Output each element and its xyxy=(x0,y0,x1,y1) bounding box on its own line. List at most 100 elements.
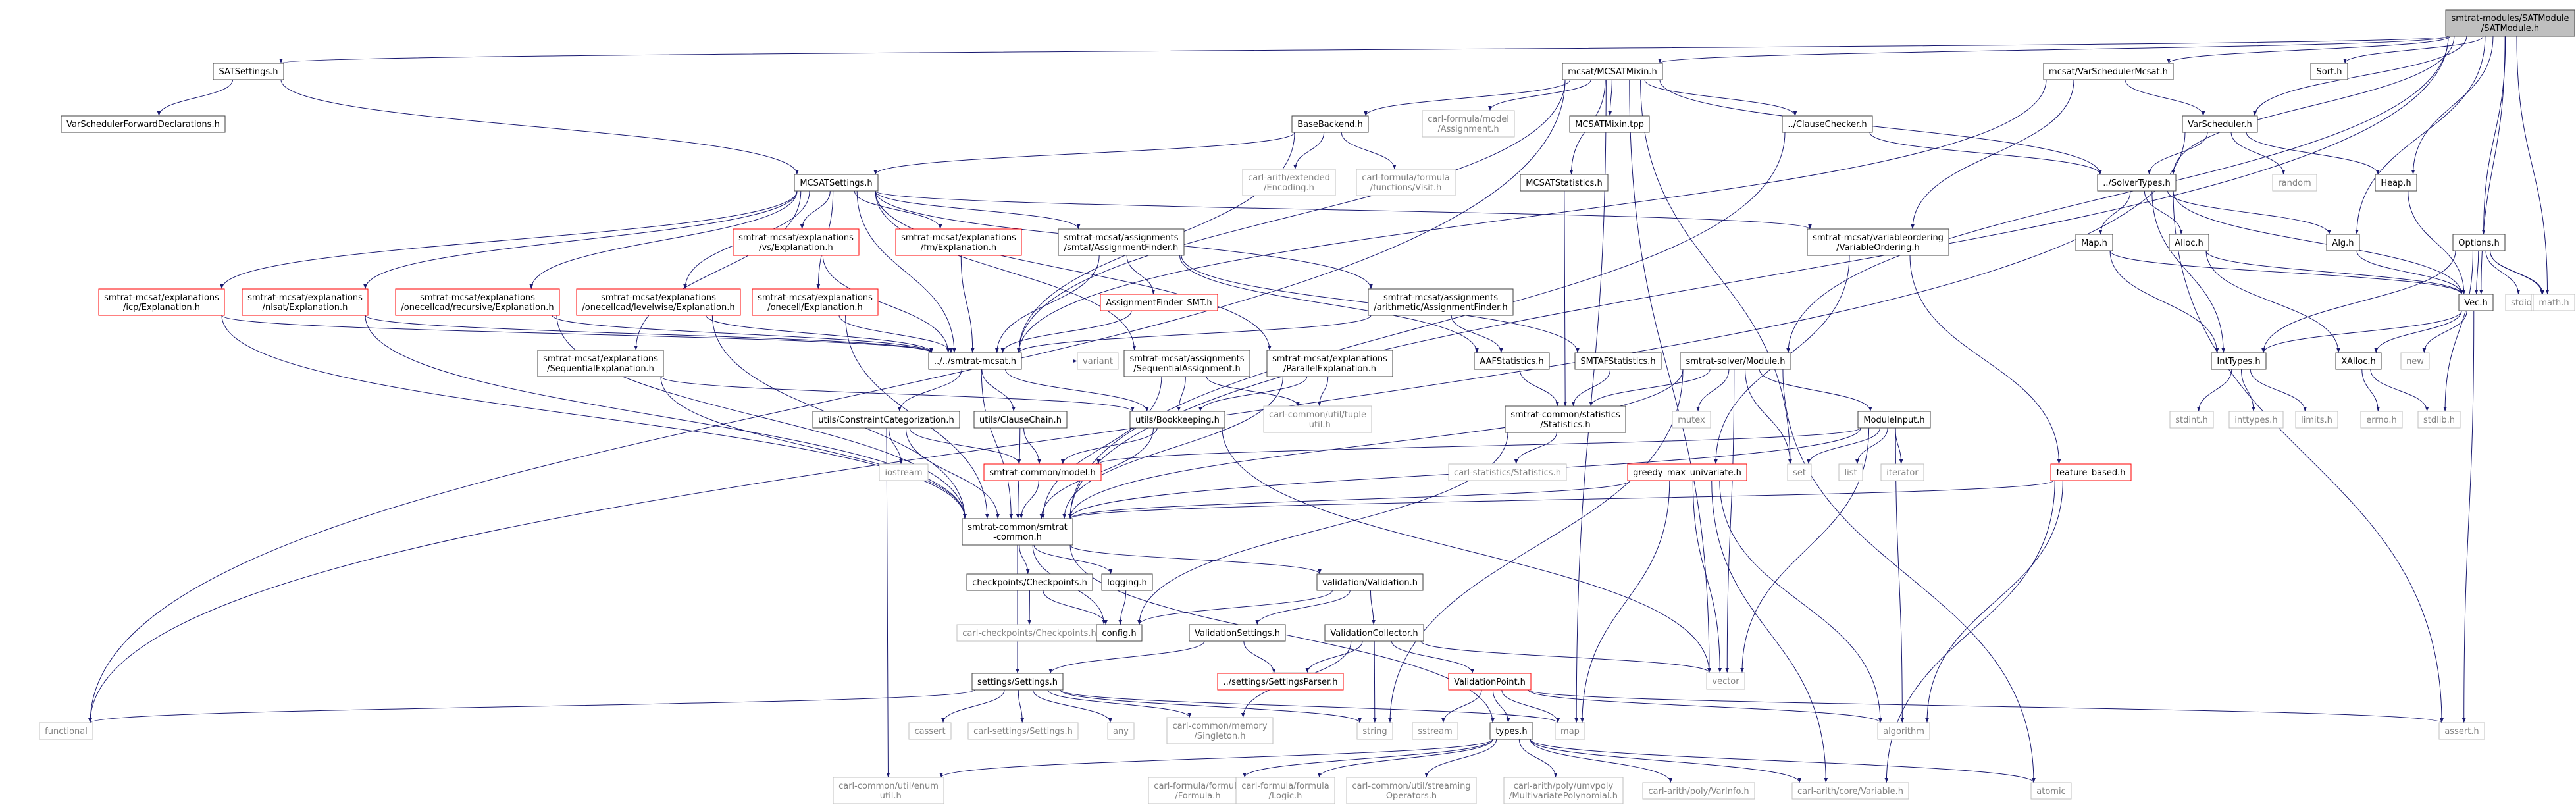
node-limits-h[interactable]: limits.h xyxy=(2295,411,2338,429)
node-algorithm[interactable]: algorithm xyxy=(1877,722,1930,740)
node-variant[interactable]: variant xyxy=(1077,352,1119,370)
node-mcsatmixin-tpp[interactable]: MCSATMixin.tpp xyxy=(1569,115,1650,133)
node-config-h[interactable]: config.h xyxy=(1096,624,1143,642)
node-random[interactable]: random xyxy=(2272,174,2317,192)
node-vec-h[interactable]: Vec.h xyxy=(2458,294,2494,311)
node-smtrat-mcsat-explanations-sequentialexplanation-h[interactable]: smtrat-mcsat/explanations/SequentialExpl… xyxy=(537,350,664,377)
node-carl-settings-settings-h[interactable]: carl-settings/Settings.h xyxy=(967,722,1079,740)
node-math-h[interactable]: math.h xyxy=(2533,294,2575,311)
node-satsettings-h[interactable]: SATSettings.h xyxy=(213,63,284,80)
node-map-h[interactable]: Map.h xyxy=(2075,234,2113,251)
node-inttypes-h[interactable]: IntTypes.h xyxy=(2211,352,2267,370)
node-atomic[interactable]: atomic xyxy=(2030,782,2072,800)
node-smtrat-mcsat-assignments-arithmetic-assignmentfinder-h[interactable]: smtrat-mcsat/assignments/arithmetic/Assi… xyxy=(1368,288,1514,316)
node-aafstatistics-h[interactable]: AAFStatistics.h xyxy=(1474,352,1550,370)
node-validationsettings-h[interactable]: ValidationSettings.h xyxy=(1189,624,1286,642)
node-iterator[interactable]: iterator xyxy=(1880,463,1924,481)
node-smtrat-common-statistics-statistics-h[interactable]: smtrat-common/statistics/Statistics.h xyxy=(1505,405,1626,433)
node-assert-h[interactable]: assert.h xyxy=(2438,722,2485,740)
node-smtrat-mcsat-explanations-onecellcad-levelwise-explanation-h[interactable]: smtrat-mcsat/explanations/onecellcad/lev… xyxy=(576,288,741,316)
node-new[interactable]: new xyxy=(2400,352,2430,370)
node-mcsat-varschedulermcsat-h[interactable]: mcsat/VarSchedulerMcsat.h xyxy=(2043,63,2174,80)
node-smtrat-mcsat-variableordering-variableordering-h[interactable]: smtrat-mcsat/variableordering/VariableOr… xyxy=(1807,228,1949,256)
node-types-h[interactable]: types.h xyxy=(1489,722,1533,740)
node-carl-formula-formula-logic-h[interactable]: carl-formula/formula/Logic.h xyxy=(1235,777,1335,804)
node-clausechecker-h[interactable]: ../ClauseChecker.h xyxy=(1782,115,1873,133)
node-sstream[interactable]: sstream xyxy=(1412,722,1458,740)
node-logging-h[interactable]: logging.h xyxy=(1101,573,1153,591)
node-box xyxy=(1058,228,1185,256)
node-smtrat-mcsat-explanations-parallelexplanation-h[interactable]: smtrat-mcsat/explanations/ParallelExplan… xyxy=(1266,350,1393,377)
node-mcsatsettings-h[interactable]: MCSATSettings.h xyxy=(794,174,879,192)
node-errno-h[interactable]: errno.h xyxy=(2360,411,2403,429)
node-checkpoints-checkpoints-h[interactable]: checkpoints/Checkpoints.h xyxy=(966,573,1093,591)
node-assignmentfinder-smt-h[interactable]: AssignmentFinder_SMT.h xyxy=(1100,294,1218,311)
node-functional[interactable]: functional xyxy=(39,722,93,740)
node-mcsatstatistics-h[interactable]: MCSATStatistics.h xyxy=(1520,174,1609,192)
edge-optionsh-to-stdlibh xyxy=(2443,250,2473,412)
node-mcsat-mcsatmixin-h[interactable]: mcsat/MCSATMixin.h xyxy=(1562,63,1663,80)
node-feature-based-h[interactable]: feature_based.h xyxy=(2050,463,2132,481)
node-cassert[interactable]: cassert xyxy=(908,722,952,740)
node-carl-arith-core-variable-h[interactable]: carl-arith/core/Variable.h xyxy=(1791,782,1909,800)
node-stdint-h[interactable]: stdint.h xyxy=(2169,411,2214,429)
node-varschedulerforwarddeclarations-h[interactable]: VarSchedulerForwardDeclarations.h xyxy=(61,115,226,133)
node-list[interactable]: list xyxy=(1838,463,1863,481)
node-heap-h[interactable]: Heap.h xyxy=(2375,174,2417,192)
node-utils-bookkeeping-h[interactable]: utils/Bookkeeping.h xyxy=(1129,411,1225,429)
node-alg-h[interactable]: Alg.h xyxy=(2326,234,2360,251)
node-utils-constraintcategorization-h[interactable]: utils/ConstraintCategorization.h xyxy=(812,411,960,429)
node-moduleinput-h[interactable]: ModuleInput.h xyxy=(1857,411,1931,429)
node-greedy-max-univariate-h[interactable]: greedy_max_univariate.h xyxy=(1627,463,1747,481)
node-carl-arith-extended-encoding-h[interactable]: carl-arith/extended/Encoding.h xyxy=(1242,169,1336,196)
node-any[interactable]: any xyxy=(1107,722,1135,740)
node-options-h[interactable]: Options.h xyxy=(2452,234,2506,251)
node-carl-statistics-statistics-h[interactable]: carl-statistics/Statistics.h xyxy=(1448,463,1567,481)
node-basebackend-h[interactable]: BaseBackend.h xyxy=(1291,115,1369,133)
node-smtrat-mcsat-assignments-sequentialassignment-h[interactable]: smtrat-mcsat/assignments/SequentialAssig… xyxy=(1123,350,1250,377)
node-solvertypes-h[interactable]: ../SolverTypes.h xyxy=(2097,174,2177,192)
node-smtrat-solver-module-h[interactable]: smtrat-solver/Module.h xyxy=(1680,352,1791,370)
node-validationpoint-h[interactable]: ValidationPoint.h xyxy=(1448,673,1532,691)
node-string[interactable]: string xyxy=(1356,722,1393,740)
node-validationcollector-h[interactable]: ValidationCollector.h xyxy=(1324,624,1424,642)
node-smtrat-mcsat-assignments-smtaf-assignmentfinder-h[interactable]: smtrat-mcsat/assignments/smtaf/Assignmen… xyxy=(1058,228,1185,256)
node-vector[interactable]: vector xyxy=(1706,672,1745,690)
node-validation-validation-h[interactable]: validation/Validation.h xyxy=(1316,573,1424,591)
node-carl-common-util-enum-util-h[interactable]: carl-common/util/enum_util.h xyxy=(833,777,944,804)
node-carl-common-memory-singleton-h[interactable]: carl-common/memory/Singleton.h xyxy=(1166,717,1274,744)
node-carl-formula-model-assignment-h[interactable]: carl-formula/model/Assignment.h xyxy=(1422,110,1515,138)
node-carl-checkpoints-checkpoints-h[interactable]: carl-checkpoints/Checkpoints.h xyxy=(956,624,1102,642)
node-map[interactable]: map xyxy=(1555,722,1585,740)
node-smtrat-mcsat-explanations-vs-explanation-h[interactable]: smtrat-mcsat/explanations/vs/Explanation… xyxy=(733,228,860,256)
node-carl-formula-formula-formula-h[interactable]: carl-formula/formula/Formula.h xyxy=(1148,777,1248,804)
edge-inttypes-to-limitsh xyxy=(2250,369,2307,412)
node-carl-arith-poly-varinfo-h[interactable]: carl-arith/poly/VarInfo.h xyxy=(1642,782,1755,800)
node-carl-arith-poly-umvpoly-multivariatepolynomial-h[interactable]: carl-arith/poly/umvpoly/MultivariatePoly… xyxy=(1503,777,1624,804)
node-carl-formula-formula-functions-visit-h[interactable]: carl-formula/formula/functions/Visit.h xyxy=(1356,169,1456,196)
node-smtrat-mcsat-explanations-onecell-explanation-h[interactable]: smtrat-mcsat/explanations/onecell/Explan… xyxy=(752,288,879,316)
node-xalloc-h[interactable]: XAlloc.h xyxy=(2335,352,2382,370)
node-alloc-h[interactable]: Alloc.h xyxy=(2169,234,2209,251)
node-set[interactable]: set xyxy=(1787,463,1812,481)
node-inttypes-h[interactable]: inttypes.h xyxy=(2228,411,2284,429)
node-carl-common-util-tuple-util-h[interactable]: carl-common/util/tuple_util.h xyxy=(1263,405,1372,433)
node-smtafstatistics-h[interactable]: SMTAFStatistics.h xyxy=(1574,352,1662,370)
node-smtrat-mcsat-explanations-fm-explanation-h[interactable]: smtrat-mcsat/explanations/fm/Explanation… xyxy=(895,228,1022,256)
node-smtrat-mcsat-explanations-onecellcad-recursive-explanation-h[interactable]: smtrat-mcsat/explanations/onecellcad/rec… xyxy=(395,288,560,316)
node-sort-h[interactable]: Sort.h xyxy=(2310,63,2348,80)
node-utils-clausechain-h[interactable]: utils/ClauseChain.h xyxy=(973,411,1068,429)
node-smtrat-mcsat-explanations-icp-explanation-h[interactable]: smtrat-mcsat/explanations/icp/Explanatio… xyxy=(98,288,225,316)
node-smtrat-mcsat-explanations-nlsat-explanation-h[interactable]: smtrat-mcsat/explanations/nlsat/Explanat… xyxy=(242,288,369,316)
node-iostream[interactable]: iostream xyxy=(879,463,929,481)
node-settings-settings-h[interactable]: settings/Settings.h xyxy=(971,673,1064,691)
node-smtrat-common-model-h[interactable]: smtrat-common/model.h xyxy=(983,463,1102,481)
node-stdlib-h[interactable]: stdlib.h xyxy=(2417,411,2461,429)
node-settings-settingsparser-h[interactable]: ../settings/SettingsParser.h xyxy=(1217,673,1344,691)
node-varscheduler-h[interactable]: VarScheduler.h xyxy=(2182,115,2258,133)
node-smtrat-modules-satmodule-satmodule-h[interactable]: smtrat-modules/SATModule/SATModule.h xyxy=(2445,9,2575,37)
node-smtrat-common-smtrat-common-h[interactable]: smtrat-common/smtrat-common.h xyxy=(962,518,1073,546)
node-mutex[interactable]: mutex xyxy=(1672,411,1711,429)
node-smtrat-mcsat-h[interactable]: ../../smtrat-mcsat.h xyxy=(928,352,1022,370)
